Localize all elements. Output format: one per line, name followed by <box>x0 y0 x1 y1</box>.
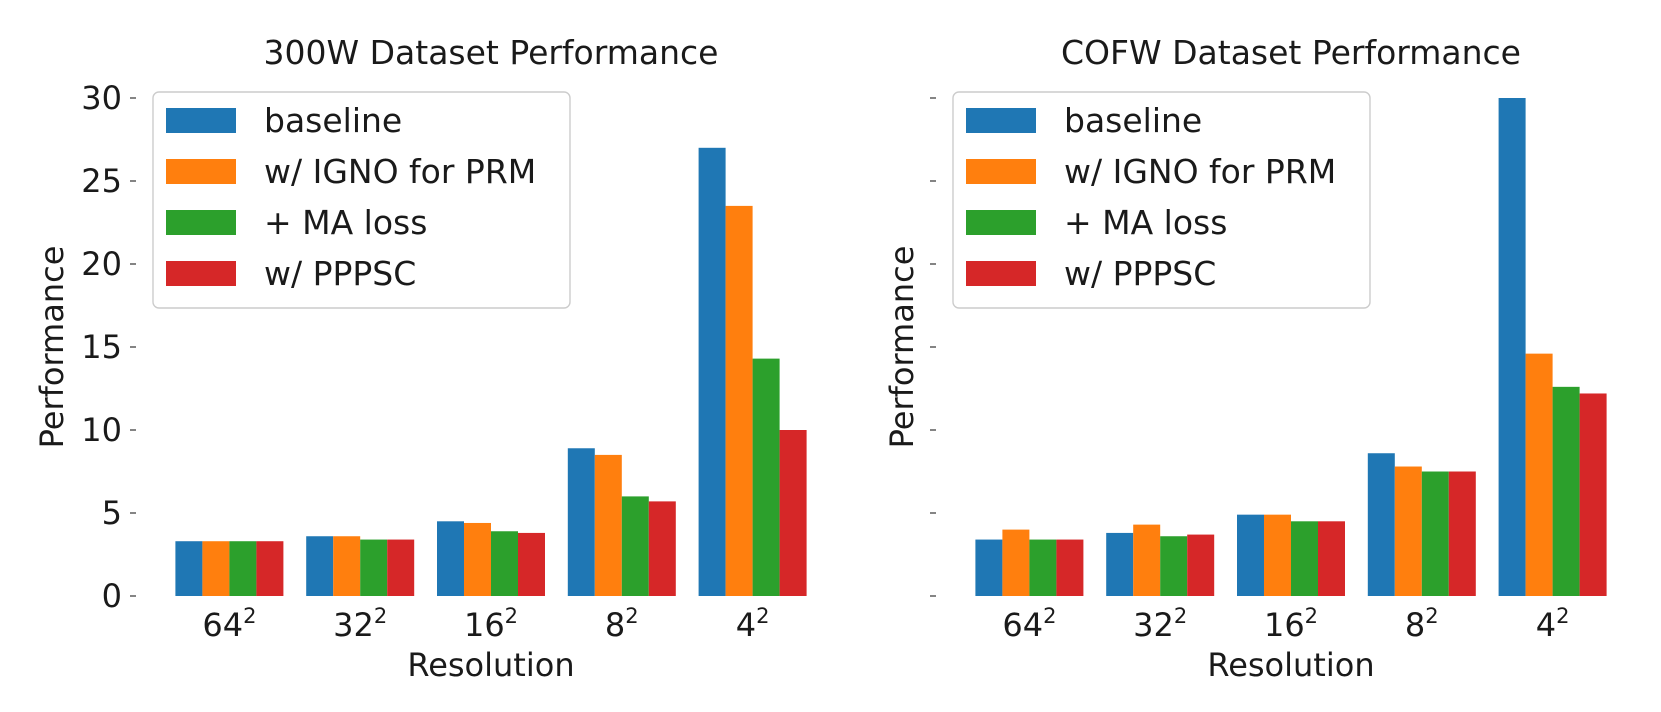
x-tick-label: 82 <box>1405 604 1439 644</box>
y-tick-label: 20 <box>81 245 122 283</box>
bar-baseline-3 <box>437 521 464 596</box>
legend-entry: + MA loss <box>1064 203 1227 242</box>
legend: baseline w/ IGNO for PRM + MA loss w/ PPPSC <box>952 91 1371 309</box>
y-tick-label: 10 <box>81 411 122 449</box>
legend-swatch <box>966 108 1036 133</box>
bar-w-pppsc-3 <box>518 532 545 596</box>
bar-baseline-4 <box>567 448 595 596</box>
legend-entry: w/ PPPSC <box>1064 254 1216 293</box>
bar-w-igno-for-prm-3 <box>1264 514 1291 596</box>
bar-baseline-2 <box>1106 532 1134 596</box>
bar-w-igno-for-prm-1 <box>202 541 230 596</box>
legend-entry: w/ IGNO for PRM <box>264 152 536 191</box>
legend-entry: baseline <box>264 101 402 140</box>
bar-w-igno-for-prm-4 <box>1394 466 1422 596</box>
bar-w-pppsc-2 <box>1187 534 1215 596</box>
x-tick-label: 162 <box>464 604 518 644</box>
chart-panel-2: COFW Dataset Performance Performance 642 32… <box>883 33 1607 684</box>
bar-w-pppsc-4 <box>648 501 676 596</box>
bar-w-pppsc-3 <box>1318 521 1345 596</box>
bar-w-igno-for-prm-2 <box>1133 524 1161 596</box>
chart-title: 300W Dataset Performance <box>264 33 719 72</box>
bar-baseline-3 <box>1237 514 1264 596</box>
bar-ma-loss-3 <box>1291 521 1318 596</box>
bar-ma-loss-4 <box>1421 471 1449 596</box>
bar-baseline-2 <box>306 536 334 596</box>
bar-ma-loss-5 <box>1552 386 1580 596</box>
legend: baseline w/ IGNO for PRM + MA loss w/ PPPSC <box>152 91 571 309</box>
y-tick-label: 0 <box>102 577 122 615</box>
legend-entry: + MA loss <box>264 203 427 242</box>
legend-swatch <box>166 261 236 286</box>
bar-w-igno-for-prm-3 <box>464 522 491 596</box>
bar-w-pppsc-5 <box>1579 393 1607 596</box>
x-axis-label: Resolution <box>407 646 574 684</box>
x-tick-label: 642 <box>202 604 256 644</box>
y-axis-label: Performance <box>883 246 921 449</box>
bar-ma-loss-2 <box>1160 536 1188 596</box>
bar-baseline-4 <box>1367 453 1395 596</box>
bar-ma-loss-5 <box>752 358 780 596</box>
legend-frame <box>952 91 1371 309</box>
chart-title: COFW Dataset Performance <box>1061 33 1521 72</box>
chart-panel-1: 300W Dataset Performance 0 5 10 15 20 25 30 Perf… <box>33 33 807 684</box>
bar-w-igno-for-prm-1 <box>1002 529 1030 596</box>
legend-entry: w/ IGNO for PRM <box>1064 152 1336 191</box>
bar-ma-loss-2 <box>360 539 388 596</box>
y-tick-label: 5 <box>102 494 122 532</box>
bar-w-igno-for-prm-2 <box>333 536 361 596</box>
bar-w-pppsc-5 <box>779 430 807 596</box>
legend-swatch <box>166 159 236 184</box>
x-axis-label: Resolution <box>1207 646 1374 684</box>
x-tick-label: 322 <box>333 604 387 644</box>
bar-ma-loss-1 <box>1029 539 1057 596</box>
bar-baseline-1 <box>175 541 203 596</box>
x-tick-label: 162 <box>1264 604 1318 644</box>
x-tick-label: 42 <box>1536 604 1570 644</box>
x-tick-label: 642 <box>1002 604 1056 644</box>
x-tick-label: 42 <box>736 604 770 644</box>
x-tick-label: 82 <box>605 604 639 644</box>
y-tick-label: 15 <box>81 328 122 366</box>
bar-baseline-5 <box>698 147 726 597</box>
bar-w-pppsc-4 <box>1448 471 1476 596</box>
legend-swatch <box>966 210 1036 235</box>
legend-swatch <box>966 261 1036 286</box>
y-tick-label: 25 <box>81 162 122 200</box>
legend-entry: w/ PPPSC <box>264 254 416 293</box>
x-tick-label: 322 <box>1133 604 1187 644</box>
legend-swatch <box>166 108 236 133</box>
bar-baseline-5 <box>1498 98 1526 596</box>
bar-baseline-1 <box>975 539 1003 596</box>
bar-ma-loss-4 <box>621 496 649 596</box>
y-tick-label: 30 <box>81 79 122 117</box>
bar-ma-loss-3 <box>491 531 518 596</box>
legend-frame <box>152 91 571 309</box>
bar-ma-loss-1 <box>229 541 257 596</box>
legend-entry: baseline <box>1064 101 1202 140</box>
legend-swatch <box>166 210 236 235</box>
bar-w-pppsc-2 <box>387 539 415 596</box>
bar-w-pppsc-1 <box>1056 539 1084 596</box>
legend-swatch <box>966 159 1036 184</box>
bar-w-igno-for-prm-4 <box>594 454 622 596</box>
y-axis-label: Performance <box>33 246 71 449</box>
bar-w-igno-for-prm-5 <box>725 205 753 596</box>
bar-w-igno-for-prm-5 <box>1525 353 1553 596</box>
bar-w-pppsc-1 <box>256 541 284 596</box>
